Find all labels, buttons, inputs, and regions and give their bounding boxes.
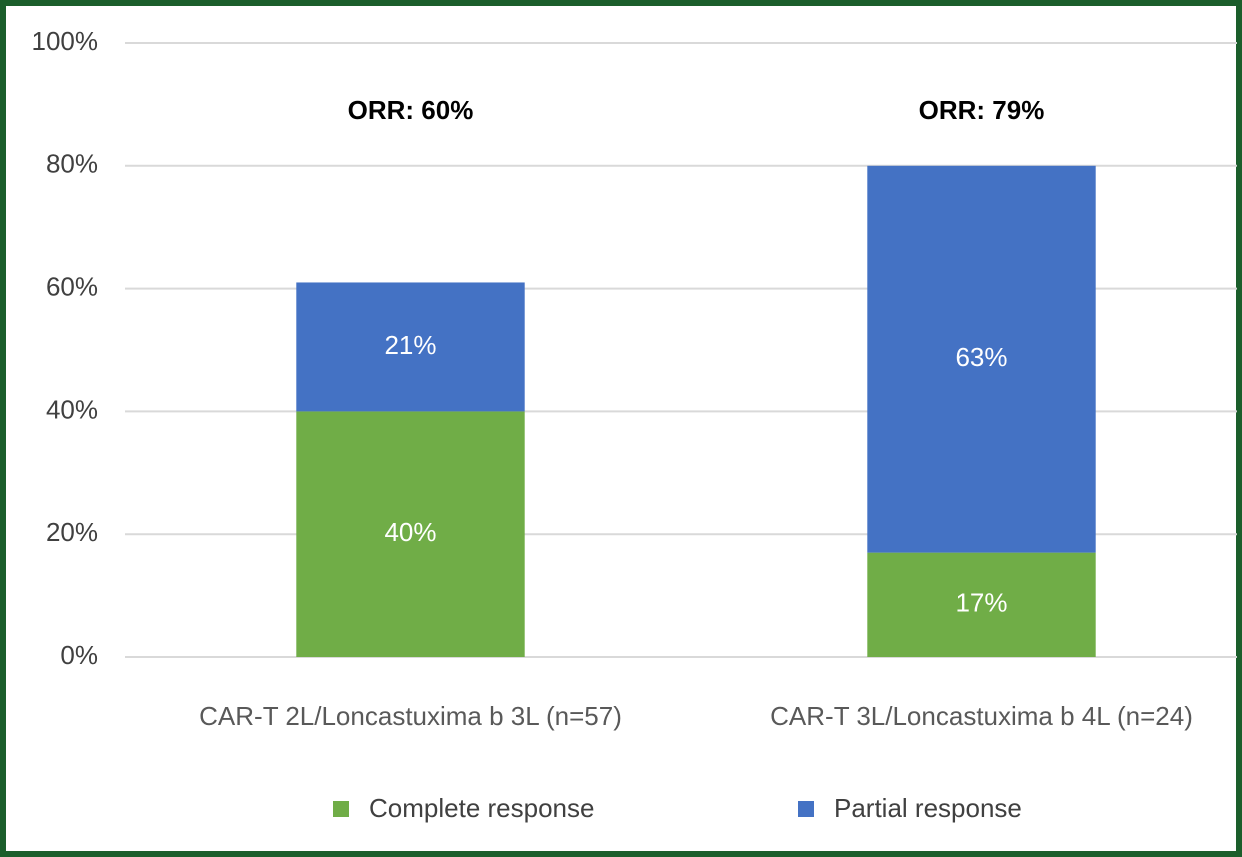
y-tick-label: 60% — [46, 271, 98, 301]
x-tick-label: CAR-T 2L/Loncastuxima b 3L (n=57) — [199, 701, 622, 731]
bar-segment — [296, 411, 525, 657]
y-tick-label: 100% — [32, 26, 99, 56]
legend-swatch — [798, 801, 814, 817]
legend-label: Complete response — [369, 793, 594, 823]
data-label: 17% — [955, 588, 1007, 618]
legend-swatch — [333, 801, 349, 817]
y-tick-label: 80% — [46, 149, 98, 179]
annotation: ORR: 60% — [348, 95, 474, 125]
data-label: 40% — [384, 517, 436, 547]
y-tick-label: 40% — [46, 394, 98, 424]
data-label: 63% — [955, 342, 1007, 372]
y-tick-label: 20% — [46, 517, 98, 547]
bar-segment — [296, 282, 525, 412]
bar-segment — [867, 552, 1096, 657]
data-label: 21% — [384, 330, 436, 360]
x-tick-label: CAR-T 3L/Loncastuxima b 4L (n=24) — [770, 701, 1193, 731]
y-tick-label: 0% — [60, 640, 98, 670]
bar-segment — [867, 165, 1096, 553]
annotation: ORR: 79% — [919, 95, 1045, 125]
legend-label: Partial response — [834, 793, 1022, 823]
